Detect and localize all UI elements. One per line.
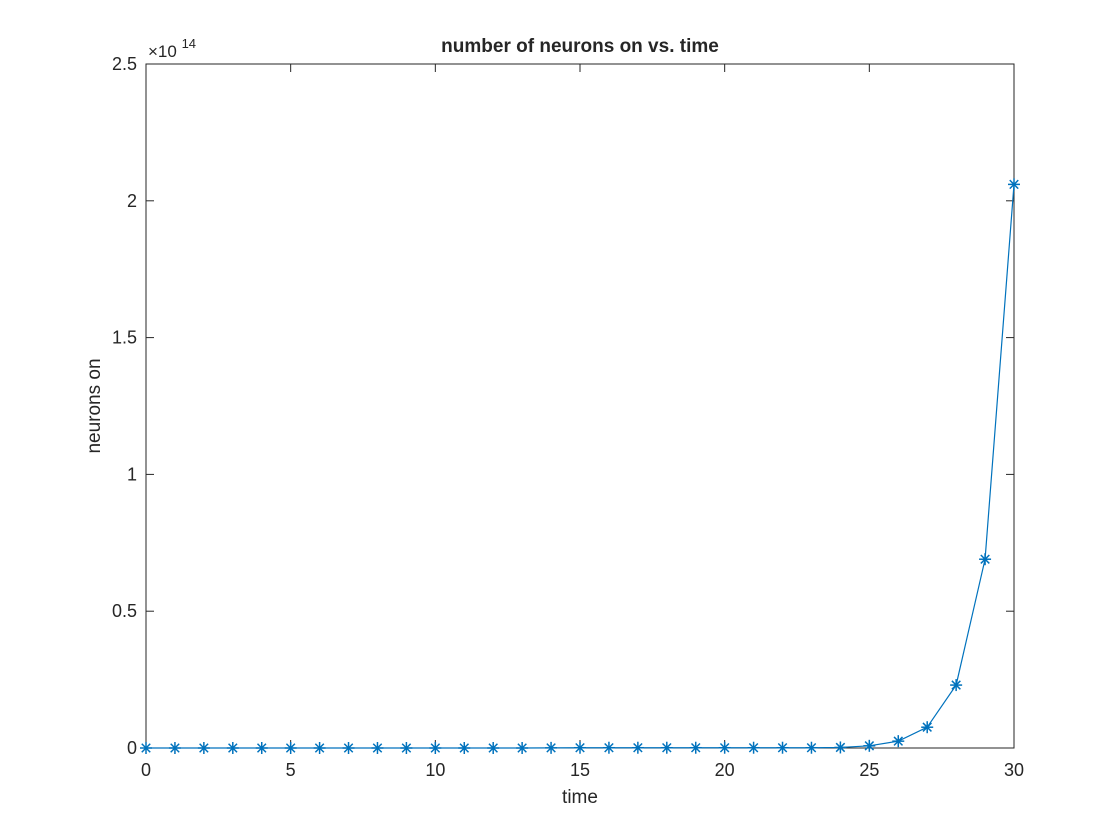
data-point <box>255 742 268 754</box>
plot-frame <box>145 63 1015 749</box>
x-tick-label: 10 <box>425 760 445 780</box>
y-tick-label: 1.5 <box>112 328 137 348</box>
data-point <box>342 742 355 754</box>
data-point <box>516 742 529 754</box>
data-point <box>631 741 644 754</box>
chart-title: number of neurons on vs. time <box>441 36 719 57</box>
x-tick-label: 0 <box>141 760 151 780</box>
data-point <box>805 741 818 754</box>
x-tick-label: 25 <box>859 760 879 780</box>
data-point <box>776 741 789 754</box>
data-point <box>487 742 500 754</box>
data-point <box>718 741 731 754</box>
data-point <box>979 553 992 566</box>
series-line <box>146 184 1015 749</box>
data-point <box>689 741 702 754</box>
y-axis-exponent-base: ×10 <box>148 42 177 61</box>
x-tick-label: 5 <box>286 760 296 780</box>
y-tick-label: 0 <box>127 738 137 758</box>
data-point <box>458 742 471 754</box>
data-point <box>602 741 615 754</box>
axes-box <box>145 63 1015 749</box>
data-point <box>400 742 413 754</box>
data-point <box>226 742 239 754</box>
y-tick-label: 1 <box>127 464 137 484</box>
data-point <box>140 742 152 754</box>
x-tick-label: 30 <box>1004 760 1024 780</box>
x-tick-label: 15 <box>570 760 590 780</box>
data-point <box>574 741 586 754</box>
data-point <box>429 742 442 754</box>
data-point <box>863 739 876 752</box>
series-layer <box>140 178 1020 754</box>
labels-layer: number of neurons on vs. time time neuro… <box>84 36 719 808</box>
data-point <box>1008 178 1020 191</box>
data-point <box>313 742 326 754</box>
data-point <box>660 741 673 754</box>
data-point <box>892 735 905 748</box>
y-tick-label: 2 <box>127 191 137 211</box>
y-tick-label: 0.5 <box>112 601 137 621</box>
ticks-layer: 0 5 10 15 20 25 30 0 0.5 1 1.5 2 2.5 <box>112 54 1024 780</box>
data-point <box>834 741 847 754</box>
data-point <box>168 742 181 754</box>
data-point <box>284 742 297 754</box>
x-tick-label: 20 <box>715 760 735 780</box>
data-point <box>950 679 963 692</box>
y-axis-exponent-power: 14 <box>182 36 196 51</box>
data-point <box>921 721 934 734</box>
y-tick-label: 2.5 <box>112 54 137 74</box>
data-point <box>371 742 384 754</box>
data-point <box>197 742 210 754</box>
y-axis-exponent: ×10 14 <box>148 36 196 61</box>
x-axis-label: time <box>562 787 598 808</box>
y-axis-label: neurons on <box>84 358 105 453</box>
data-point <box>747 741 760 754</box>
data-point <box>545 741 558 754</box>
